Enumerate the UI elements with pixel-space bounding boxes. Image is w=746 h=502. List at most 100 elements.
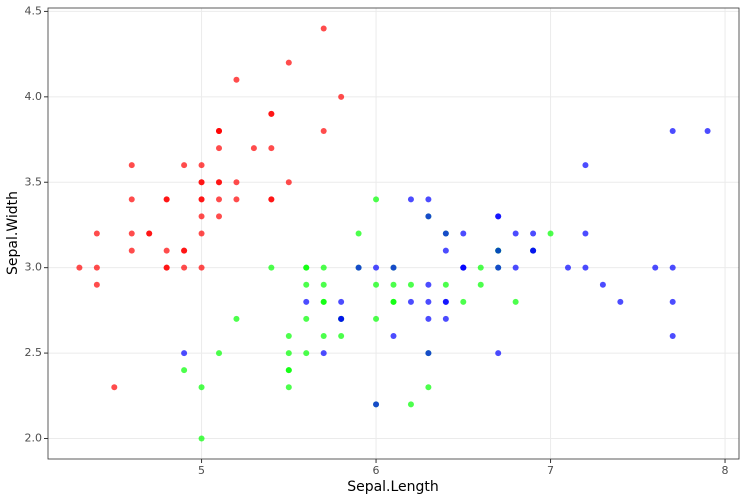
point (285, 59, 292, 66)
point (128, 230, 135, 237)
point (216, 145, 223, 152)
point (233, 315, 240, 322)
point (320, 333, 327, 339)
point (652, 264, 659, 271)
point (338, 93, 345, 100)
point (233, 179, 240, 186)
x-tick-label: 6 (373, 464, 380, 477)
point (425, 315, 432, 322)
point (547, 230, 554, 237)
point (163, 196, 170, 203)
point (198, 384, 205, 391)
point (582, 162, 589, 169)
point (163, 247, 170, 254)
point (425, 281, 432, 288)
point (198, 264, 205, 271)
point (285, 179, 292, 186)
point (198, 435, 205, 442)
point (460, 264, 467, 271)
point (216, 213, 223, 220)
point (268, 110, 275, 117)
point (390, 333, 397, 339)
point (338, 333, 345, 339)
point (390, 264, 397, 271)
point (617, 298, 624, 305)
point (373, 401, 380, 408)
point (390, 298, 397, 305)
point (442, 298, 449, 305)
point (216, 128, 223, 134)
point (530, 247, 537, 254)
point (390, 281, 397, 288)
point (181, 264, 188, 271)
point (128, 247, 135, 254)
point (564, 264, 571, 271)
point (181, 162, 188, 169)
point (128, 196, 135, 203)
point (669, 333, 676, 339)
point (303, 350, 310, 357)
point (477, 281, 484, 288)
point (320, 25, 327, 32)
point (268, 264, 275, 271)
point (233, 196, 240, 203)
x-axis-title: Sepal.Length (347, 479, 439, 495)
point (338, 315, 345, 322)
y-tick-label: 3.0 (25, 261, 43, 274)
point (355, 264, 362, 271)
point (373, 281, 380, 288)
point (198, 213, 205, 220)
point (128, 162, 135, 169)
point (373, 196, 380, 203)
point (320, 281, 327, 288)
point (303, 281, 310, 288)
point (425, 196, 432, 203)
x-tick-label: 5 (198, 464, 205, 477)
y-tick-label: 2.0 (25, 432, 43, 445)
point (425, 350, 432, 357)
point (93, 230, 100, 237)
point (250, 145, 257, 152)
point (320, 264, 327, 271)
point (181, 350, 188, 357)
point (530, 230, 537, 237)
point (407, 196, 414, 203)
point (582, 264, 589, 271)
point (146, 230, 153, 237)
point (425, 298, 432, 305)
point (303, 264, 310, 271)
point (512, 230, 519, 237)
point (181, 247, 188, 254)
y-axis-title: Sepal.Width (5, 191, 21, 275)
point (216, 196, 223, 203)
point (338, 298, 345, 305)
point (407, 281, 414, 288)
point (268, 145, 275, 152)
point (495, 247, 502, 254)
point (442, 281, 449, 288)
point (373, 315, 380, 322)
point (425, 213, 432, 220)
point (233, 76, 240, 83)
x-tick-label: 7 (547, 464, 554, 477)
point (163, 264, 170, 271)
point (495, 350, 502, 357)
point (373, 264, 380, 271)
point (93, 281, 100, 288)
point (181, 367, 188, 374)
point (268, 196, 275, 203)
point (669, 128, 676, 134)
point (320, 350, 327, 357)
point (495, 213, 502, 220)
point (495, 264, 502, 271)
point (460, 298, 467, 305)
point (198, 179, 205, 186)
point (76, 264, 83, 271)
point (704, 128, 711, 134)
point (93, 264, 100, 271)
point (216, 179, 223, 186)
point (442, 315, 449, 322)
point (407, 298, 414, 305)
